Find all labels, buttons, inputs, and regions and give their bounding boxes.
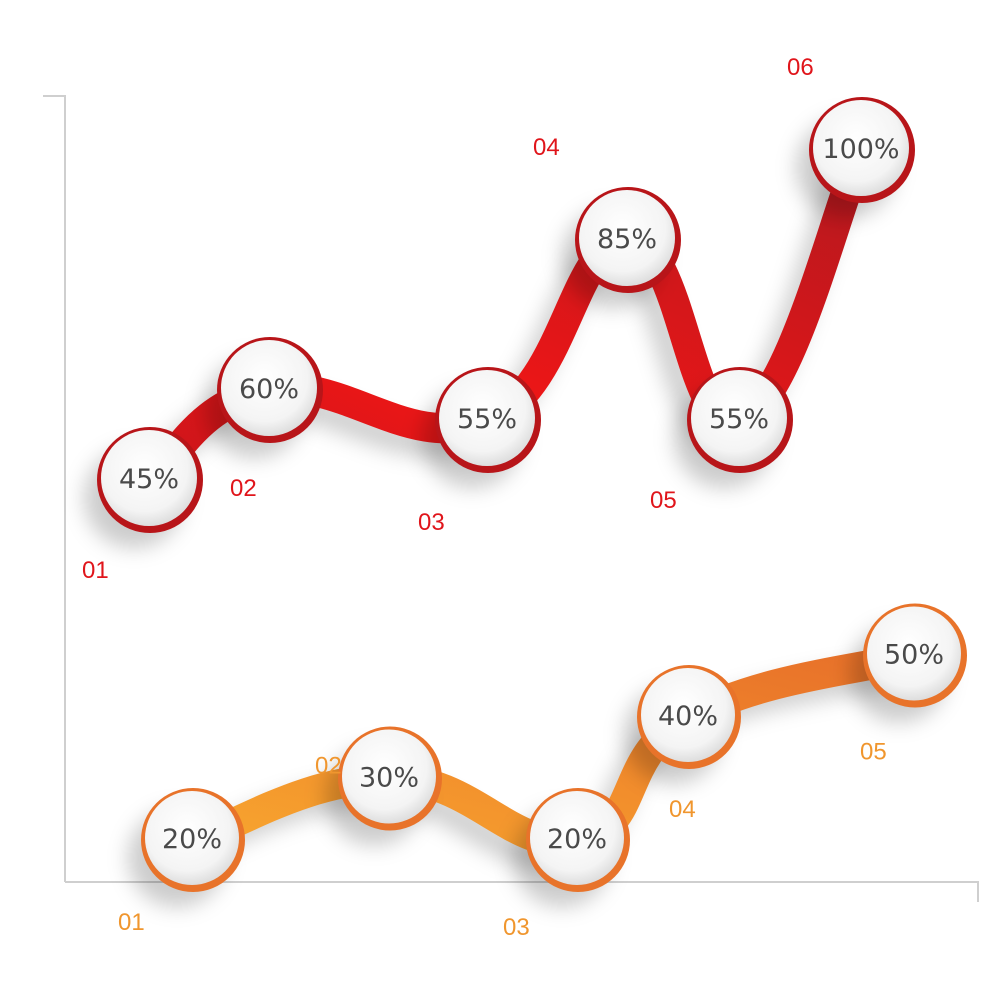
axes: [43, 95, 979, 902]
y-axis-line: [43, 95, 66, 882]
point-value-label: 20%: [547, 824, 607, 855]
step-label: 03: [503, 914, 530, 941]
point-value-label: 20%: [162, 824, 222, 855]
point-value-label: 30%: [359, 763, 419, 794]
step-label: 03: [418, 509, 445, 536]
point-disc: [342, 729, 436, 824]
series-2: 20% 01 30% 02 20% 03 40% 04 50% 05: [118, 603, 967, 941]
point-disc: [221, 340, 317, 436]
point-value-label: 100%: [822, 134, 899, 165]
point-value-label: 60%: [239, 374, 299, 405]
point-disc: [579, 190, 675, 286]
series-1: 45% 01 60% 02 55% 03 85% 04 55% 05 100% 06: [82, 54, 915, 584]
point-disc: [439, 370, 535, 466]
data-point: 55% 05: [650, 367, 793, 514]
data-point: 100% 06: [787, 54, 915, 218]
point-value-label: 45%: [119, 464, 179, 495]
point-value-label: 40%: [658, 701, 718, 732]
point-value-label: 55%: [457, 404, 517, 435]
point-value-label: 55%: [709, 404, 769, 435]
point-disc: [145, 791, 239, 885]
point-disc: [813, 100, 909, 196]
step-label: 06: [787, 54, 814, 81]
data-point: 20% 03: [503, 788, 630, 941]
data-point: 50% 05: [850, 603, 967, 766]
step-label: 01: [82, 557, 109, 584]
point-value-label: 85%: [597, 224, 657, 255]
step-label: 02: [315, 753, 342, 780]
point-disc: [101, 430, 197, 526]
data-point: 60% 02: [204, 337, 323, 502]
point-disc: [691, 370, 787, 466]
step-label: 05: [860, 739, 887, 766]
step-label: 04: [533, 134, 560, 161]
point-disc: [641, 668, 735, 762]
step-label: 05: [650, 487, 677, 514]
plot-area: 45% 01 60% 02 55% 03 85% 04 55% 05 100% 06 20% 01 30% 0…: [82, 54, 967, 941]
data-point: 55% 03: [418, 367, 541, 536]
step-label: 01: [118, 909, 145, 936]
step-label: 02: [230, 475, 257, 502]
data-point: 85% 04: [533, 134, 681, 308]
step-label: 04: [669, 796, 696, 823]
data-point: 45% 01: [82, 427, 203, 584]
point-disc: [530, 791, 624, 885]
x-axis-line: [65, 881, 979, 902]
data-point: 20% 01: [118, 788, 245, 936]
point-value-label: 50%: [884, 640, 944, 671]
point-disc: [867, 606, 961, 701]
data-point: 30% 02: [315, 726, 442, 846]
data-point: 40% 04: [624, 665, 741, 823]
